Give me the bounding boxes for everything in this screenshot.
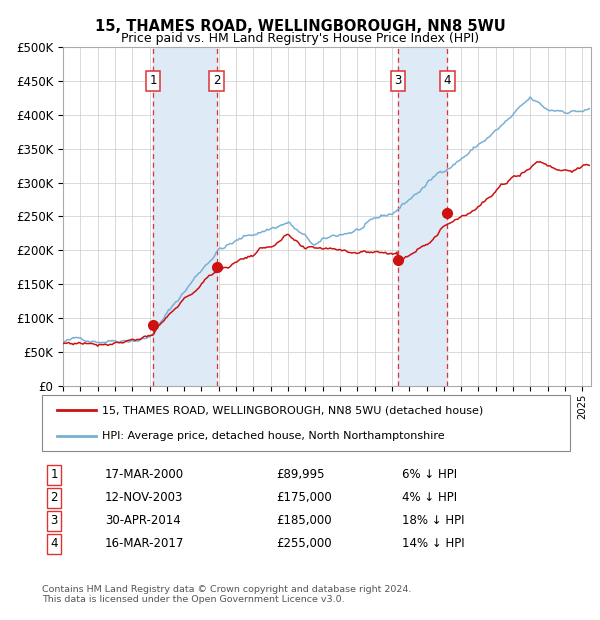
Text: 12-NOV-2003: 12-NOV-2003: [105, 492, 184, 504]
Text: 4% ↓ HPI: 4% ↓ HPI: [402, 492, 457, 504]
Text: 1: 1: [50, 469, 58, 481]
Text: Price paid vs. HM Land Registry's House Price Index (HPI): Price paid vs. HM Land Registry's House …: [121, 32, 479, 45]
Bar: [398, 47, 448, 386]
Text: 15, THAMES ROAD, WELLINGBOROUGH, NN8 5WU (detached house): 15, THAMES ROAD, WELLINGBOROUGH, NN8 5WU…: [102, 405, 483, 415]
Text: £185,000: £185,000: [276, 515, 332, 527]
Text: 30-APR-2014: 30-APR-2014: [105, 515, 181, 527]
Text: HPI: Average price, detached house, North Northamptonshire: HPI: Average price, detached house, Nort…: [102, 431, 445, 441]
Text: 4: 4: [50, 538, 58, 550]
Text: 2: 2: [50, 492, 58, 504]
Text: 2: 2: [213, 74, 220, 87]
Bar: [153, 47, 217, 386]
Text: £255,000: £255,000: [276, 538, 332, 550]
Text: 14% ↓ HPI: 14% ↓ HPI: [402, 538, 464, 550]
Text: 3: 3: [50, 515, 58, 527]
Text: 4: 4: [444, 74, 451, 87]
Text: Contains HM Land Registry data © Crown copyright and database right 2024.
This d: Contains HM Land Registry data © Crown c…: [42, 585, 412, 604]
Text: 15, THAMES ROAD, WELLINGBOROUGH, NN8 5WU: 15, THAMES ROAD, WELLINGBOROUGH, NN8 5WU: [95, 19, 505, 33]
Text: 18% ↓ HPI: 18% ↓ HPI: [402, 515, 464, 527]
Text: 16-MAR-2017: 16-MAR-2017: [105, 538, 184, 550]
Text: 17-MAR-2000: 17-MAR-2000: [105, 469, 184, 481]
Text: £89,995: £89,995: [276, 469, 325, 481]
Text: 6% ↓ HPI: 6% ↓ HPI: [402, 469, 457, 481]
Text: 3: 3: [394, 74, 401, 87]
Text: 1: 1: [149, 74, 157, 87]
Text: £175,000: £175,000: [276, 492, 332, 504]
